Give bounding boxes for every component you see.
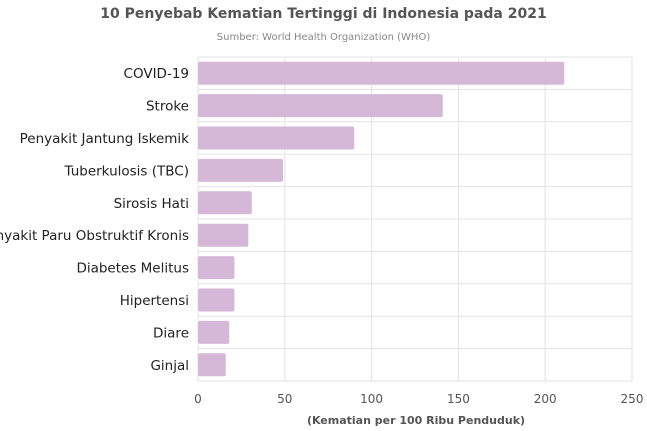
bar	[198, 191, 252, 215]
x-tick-label: 200	[534, 392, 557, 406]
bar	[198, 353, 226, 377]
gridlines	[197, 56, 633, 382]
bar	[198, 223, 249, 247]
x-tick-label: 0	[194, 392, 202, 406]
bar	[198, 256, 235, 280]
category-label: COVID-19	[124, 66, 189, 82]
category-label: Diabetes Melitus	[76, 261, 189, 277]
x-tick-label: 50	[277, 392, 292, 406]
bar	[198, 288, 235, 312]
bars	[198, 61, 565, 377]
x-tick-label: 100	[360, 392, 383, 406]
category-label: Sirosis Hati	[114, 196, 189, 212]
chart-title: 10 Penyebab Kematian Tertinggi di Indone…	[100, 6, 546, 22]
x-tick-labels: 0 50 100 150 200 250	[194, 392, 643, 406]
category-label: Diare	[153, 325, 189, 341]
category-label: Ginjal	[150, 358, 189, 374]
category-labels: COVID-19 Stroke Penyakit Jantung Iskemik Tu…	[0, 66, 189, 374]
category-label: Tuberkulosis (TBC)	[64, 163, 190, 179]
x-tick-label: 250	[621, 392, 644, 406]
bar	[198, 126, 355, 150]
bar	[198, 320, 230, 344]
bar	[198, 94, 443, 118]
bar	[198, 158, 284, 182]
category-label: Hipertensi	[120, 293, 189, 309]
category-label: Penyakit Jantung Iskemik	[20, 131, 190, 147]
chart-subtitle: Sumber: World Health Organization (WHO)	[217, 32, 431, 43]
bar	[198, 61, 565, 85]
x-tick-label: 150	[447, 392, 470, 406]
x-axis-label: (Kematian per 100 Ribu Penduduk)	[307, 414, 525, 427]
category-label: Stroke	[146, 99, 189, 115]
category-label: Penyakit Paru Obstruktif Kronis	[0, 228, 189, 244]
